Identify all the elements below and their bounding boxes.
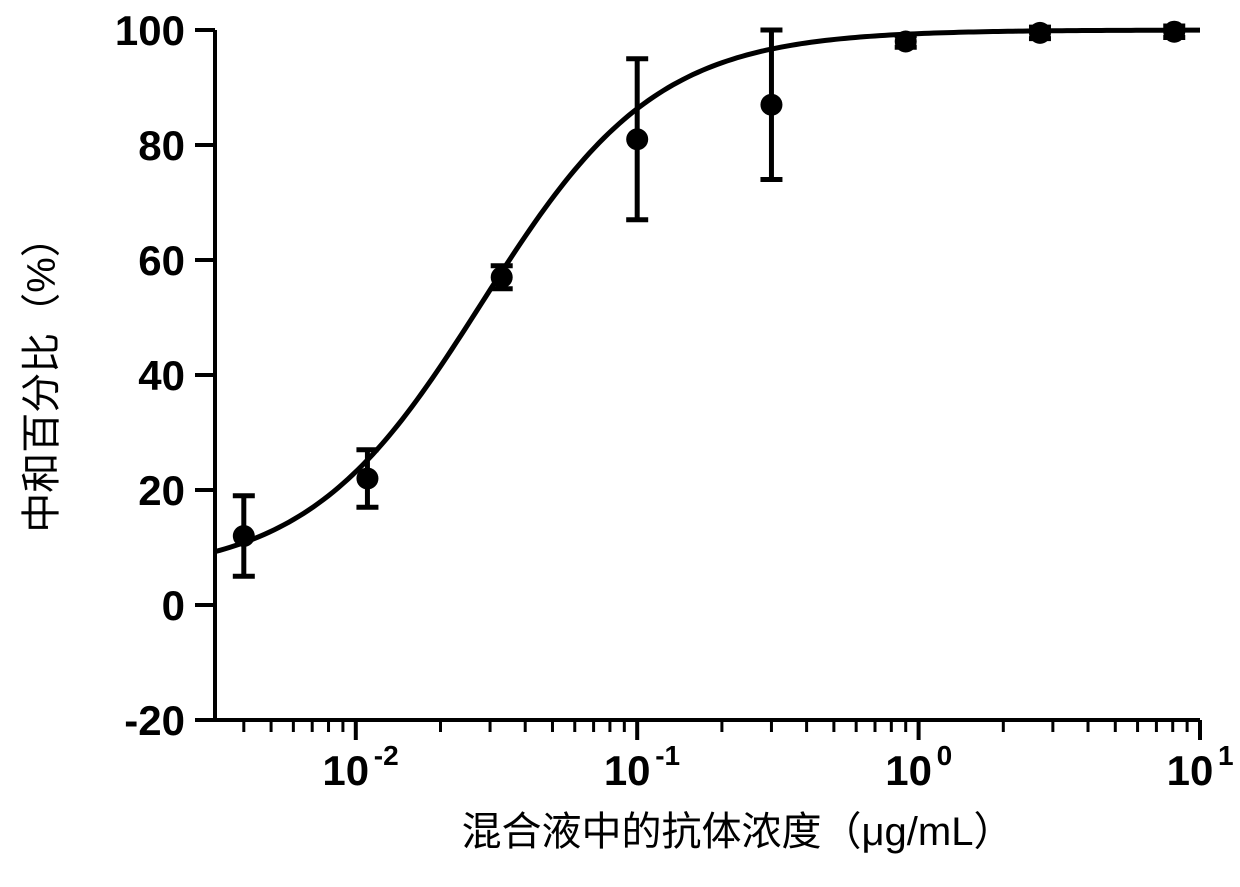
chart-container: -2002040608010010-210-1100101中和百分比（%）混合液… <box>0 0 1240 887</box>
x-tick-label-exp: -2 <box>374 740 399 771</box>
data-point <box>233 525 255 547</box>
data-point <box>626 128 648 150</box>
data-point <box>1029 22 1051 44</box>
data-point <box>491 266 513 288</box>
data-point <box>356 468 378 490</box>
x-tick-label-base: 10 <box>322 747 369 794</box>
y-tick-label: -20 <box>124 697 185 744</box>
y-tick-label: 60 <box>138 237 185 284</box>
x-tick-label-base: 10 <box>1167 747 1214 794</box>
data-point <box>895 31 917 53</box>
x-axis-label: 混合液中的抗体浓度（μg/mL） <box>462 810 1014 854</box>
dose-response-chart: -2002040608010010-210-1100101中和百分比（%）混合液… <box>0 0 1240 887</box>
y-tick-label: 80 <box>138 122 185 169</box>
data-point <box>760 94 782 116</box>
y-tick-label: 20 <box>138 467 185 514</box>
y-tick-label: 40 <box>138 352 185 399</box>
x-tick-label-base: 10 <box>885 747 932 794</box>
y-axis-label: 中和百分比（%） <box>20 217 64 533</box>
x-tick-label-exp: 0 <box>937 740 953 771</box>
y-tick-label: 100 <box>115 7 185 54</box>
y-tick-label: 0 <box>162 582 185 629</box>
data-point <box>1163 21 1185 43</box>
x-tick-label-exp: -1 <box>655 740 680 771</box>
x-tick-label-base: 10 <box>604 747 651 794</box>
x-tick-label-exp: 1 <box>1218 740 1234 771</box>
